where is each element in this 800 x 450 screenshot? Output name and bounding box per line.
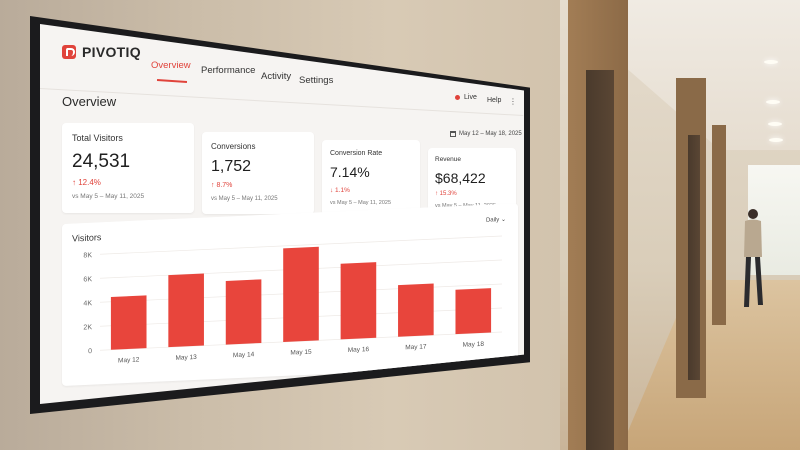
x-tick-label: May 18: [463, 341, 485, 349]
metric-period: vs May 5 – May 11, 2025: [211, 196, 278, 202]
bar-may-16[interactable]: [340, 262, 377, 340]
y-tick-label: 4K: [83, 300, 92, 307]
dashboard-screen: PIVOTIQ Overview Performance Activity Se…: [40, 24, 524, 404]
bar-may-18[interactable]: [455, 288, 492, 335]
tab-performance[interactable]: Performance: [201, 65, 256, 76]
metric-delta: ↑ 12.4%: [72, 178, 101, 187]
metric-value: $68,422: [435, 170, 486, 186]
gridline: [100, 235, 502, 255]
date-range-label: May 12 – May 18, 2025: [459, 131, 522, 137]
metric-label: Conversion Rate: [330, 150, 383, 157]
ceiling-light: [769, 138, 783, 142]
x-tick-label: May 12: [118, 356, 140, 364]
bar-may-17[interactable]: [398, 283, 434, 337]
active-tab-indicator: [156, 78, 188, 84]
brand-logo[interactable]: PIVOTIQ: [62, 44, 141, 60]
x-tick-label: May 16: [348, 346, 370, 354]
help-button[interactable]: Help: [487, 97, 502, 104]
ceiling-light: [764, 60, 778, 64]
tab-activity[interactable]: Activity: [261, 71, 292, 82]
metric-value: 1,752: [211, 158, 252, 175]
x-tick-label: May 13: [175, 354, 197, 362]
y-tick-label: 2K: [83, 324, 92, 331]
logo-icon: [62, 45, 76, 59]
live-dot-icon: [455, 95, 460, 100]
door-frame: [712, 125, 726, 325]
metric-value: 7.14%: [330, 164, 370, 180]
y-tick-label: 8K: [83, 252, 92, 259]
metric-period: vs May 5 – May 11, 2025: [330, 200, 392, 206]
tab-overview[interactable]: Overview: [151, 60, 191, 71]
date-range-picker[interactable]: May 12 – May 18, 2025: [450, 131, 522, 137]
ceiling-light: [766, 100, 780, 104]
brand-name: PIVOTIQ: [82, 44, 141, 60]
visitors-bar-chart: 0 2K 4K 6K 8K May 12 May 13 May 14 May 15 May 16 M…: [83, 235, 502, 364]
person-walking: [744, 209, 763, 307]
bar-may-12[interactable]: [110, 295, 147, 350]
metric-delta: ↑ 15.3%: [435, 191, 457, 197]
metric-card-total-visitors[interactable]: Total Visitors 24,531 ↑ 12.4% vs May 5 –…: [62, 123, 194, 213]
x-tick-label: May 15: [290, 349, 312, 357]
metric-delta: ↓ 1.1%: [330, 187, 350, 194]
tab-settings[interactable]: Settings: [299, 75, 334, 86]
metric-delta: ↑ 8.7%: [211, 182, 233, 189]
y-tick-label: 0: [88, 348, 92, 355]
metric-value: 24,531: [72, 151, 131, 172]
x-tick-label: May 17: [405, 343, 427, 351]
door: [586, 70, 614, 450]
bar-may-14[interactable]: [225, 279, 262, 345]
metric-period: vs May 5 – May 11, 2025: [72, 193, 145, 200]
x-tick-label: May 14: [233, 351, 255, 359]
door: [688, 135, 700, 380]
bar-may-13[interactable]: [168, 273, 204, 348]
metric-card-conversion-rate[interactable]: Conversion Rate 7.14% ↓ 1.1% vs May 5 – …: [322, 140, 420, 217]
live-indicator[interactable]: Live: [455, 94, 477, 101]
y-tick-label: 6K: [83, 276, 92, 283]
live-label: Live: [464, 94, 477, 101]
metric-label: Revenue: [435, 156, 462, 163]
metric-label: Total Visitors: [72, 133, 123, 143]
visitors-chart-card: Visitors Daily ⌄ 0 2K 4K 6K 8K May 12 May 13 Ma…: [62, 203, 518, 386]
more-menu-icon[interactable]: ⋮: [509, 97, 517, 106]
metric-card-conversions[interactable]: Conversions 1,752 ↑ 8.7% vs May 5 – May …: [202, 132, 314, 214]
calendar-icon: [450, 131, 456, 137]
bar-may-15[interactable]: [283, 246, 319, 342]
page-title: Overview: [62, 94, 117, 109]
metric-label: Conversions: [211, 142, 256, 151]
ceiling-light: [768, 122, 782, 126]
